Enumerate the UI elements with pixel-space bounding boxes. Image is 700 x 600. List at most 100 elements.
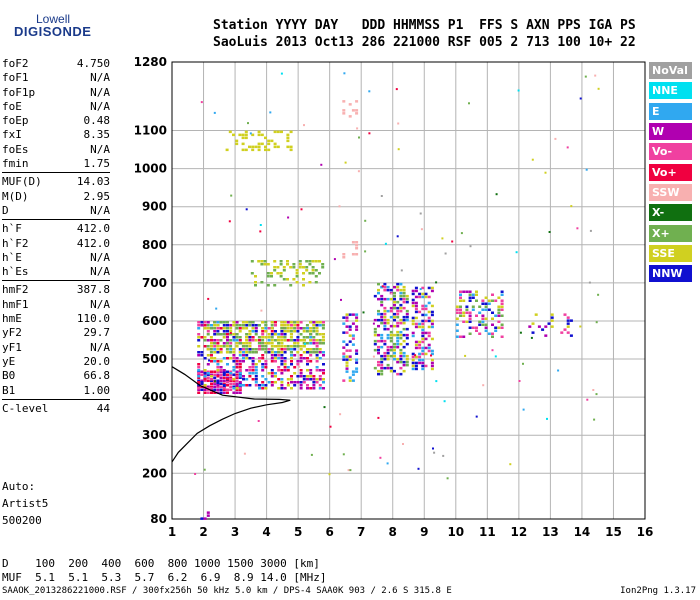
echo-point [399,297,403,301]
echo-point [200,351,204,354]
param-name: foEs [2,142,29,156]
echo-point [500,335,504,338]
echo-point [251,372,255,375]
echo-point [484,317,488,320]
echo-point [405,360,409,364]
echo-point [312,321,316,324]
echo-point [411,301,415,305]
echo-point [399,360,403,364]
echo-point [283,324,287,327]
echo-point [261,327,265,330]
echo-point [380,315,384,319]
echo-point [264,148,267,152]
echo-point [280,369,284,372]
echo-point [414,307,418,311]
echo-point [424,331,428,335]
echo-point [280,321,284,324]
echo-point [411,367,415,371]
echo-point [314,260,318,263]
echo-point [296,375,300,378]
echo-point [418,325,422,329]
echo-point [421,295,425,299]
legend-item-vo: Vo+ [649,163,692,181]
echo-point [299,333,303,336]
echo-point [468,296,472,299]
echo-point [222,327,226,330]
echo-point [318,333,322,336]
y-tick-label: 600 [142,314,167,328]
echo-point [286,321,290,324]
echo-point [232,369,236,372]
param-value: 1.00 [83,383,111,397]
echo-point [421,346,425,350]
legend-item-ssw: SSW [649,183,692,201]
echo-point [481,323,485,326]
echo-point [402,351,406,355]
echo-point [500,308,504,311]
echo-point [373,366,377,370]
echo-point [386,321,390,325]
param-row: h`F 412.0 [2,222,110,236]
echo-point [248,333,252,336]
echo-point [487,299,491,302]
echo-point [427,349,431,353]
echo-point [222,385,226,388]
echo-point [197,387,201,390]
echo-point [411,358,415,362]
echo-point [309,348,313,351]
echo-point [544,325,548,328]
echo-point [351,379,355,382]
echo-point [213,391,217,394]
echo-point [197,372,201,375]
echo-point [286,260,289,263]
echo-point [258,387,261,390]
echo-point [421,340,425,344]
echo-point [209,351,213,354]
echo-point [283,327,287,330]
echo-point [560,331,564,334]
y-tick-label: 500 [142,352,167,366]
echo-point [235,321,239,324]
echo-point [248,369,252,372]
param-value: N/A [90,85,110,99]
echo-point [222,345,226,348]
echo-point [203,345,207,348]
echo-point [411,289,415,293]
echo-point [295,269,299,272]
echo-point [203,385,207,388]
echo-point [219,348,223,351]
echo-point [475,326,478,329]
echo-point [389,369,393,373]
echo-point [257,148,261,152]
echo-point [318,272,321,275]
echo-point [348,358,352,361]
echo-point [393,342,396,346]
echo-point [315,330,319,333]
echo-point [400,269,403,272]
echo-point [389,348,393,352]
echo-point [383,285,387,289]
echo-point [280,363,284,366]
echo-point [351,109,355,112]
echo-point [203,357,207,360]
echo-point [277,351,281,354]
echo-point [254,381,258,384]
param-value: 1.75 [83,157,111,171]
echo-point [396,321,400,325]
echo-point [455,311,459,314]
echo-point [383,312,387,316]
echo-point [203,321,207,324]
echo-point [219,391,223,394]
echo-point [314,281,318,284]
echo-point [293,324,297,327]
echo-point [232,321,236,324]
echo-point [248,348,252,351]
echo-point [427,331,431,335]
echo-point [257,133,261,137]
echo-point [372,355,375,358]
param-name: foEp [2,114,29,128]
echo-point [468,314,472,317]
echo-point [427,295,431,299]
echo-point [250,272,254,275]
param-value: 387.8 [76,283,110,297]
